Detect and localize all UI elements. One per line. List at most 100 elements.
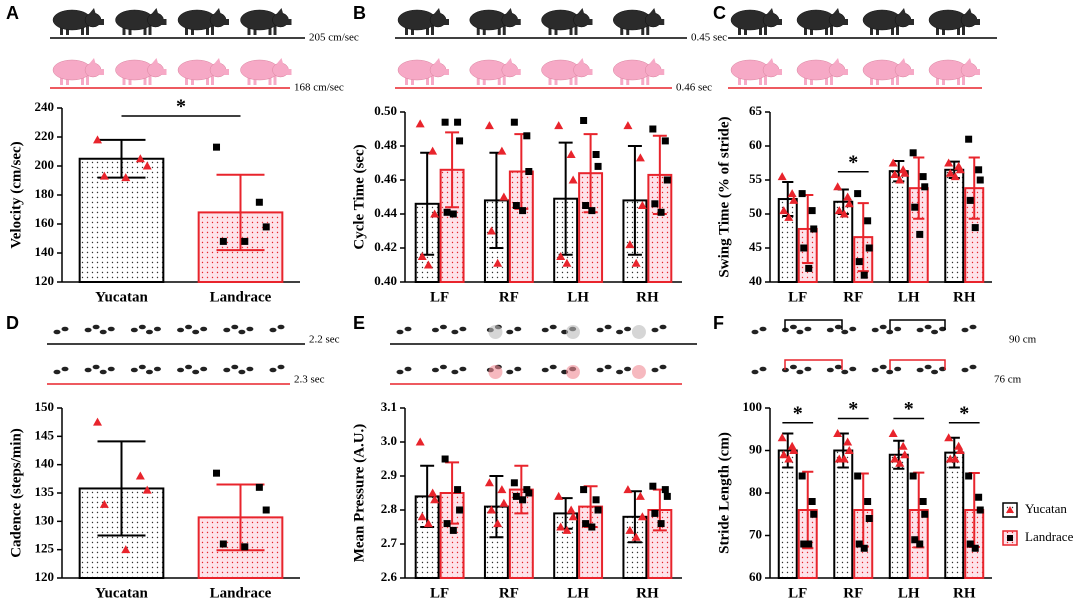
pressure-spot: [631, 365, 646, 379]
panel-label: F: [713, 313, 724, 333]
point-square: [510, 118, 518, 126]
point-triangle: [834, 206, 844, 215]
pig-leg: [830, 24, 833, 35]
pressure-spot: [631, 325, 646, 339]
point-square: [523, 132, 531, 140]
pig-leg: [646, 24, 650, 35]
footprint: [269, 367, 277, 373]
point-triangle: [556, 252, 566, 260]
point-square: [649, 482, 657, 490]
pig-leg: [738, 24, 741, 35]
y-tick-label: 220: [35, 128, 55, 143]
panel-label: E: [353, 313, 365, 333]
point-square: [966, 196, 974, 204]
footprint: [616, 369, 624, 375]
error-bar: [627, 145, 642, 256]
pig-ear: [899, 8, 906, 15]
pig-leg: [569, 24, 573, 35]
point-triangle: [955, 446, 965, 454]
pig-leg: [870, 74, 873, 85]
pig-icon: [115, 8, 167, 35]
point-triangle: [554, 491, 564, 500]
point-triangle: [135, 471, 145, 480]
footprint: [200, 366, 208, 372]
pig-leg: [81, 74, 84, 85]
point-square: [592, 496, 600, 504]
footprint: [604, 364, 612, 370]
point-triangle: [417, 512, 427, 521]
pig-ear: [767, 58, 774, 65]
pig-snout: [843, 69, 848, 75]
point-square: [661, 137, 669, 145]
pig-leg: [497, 74, 501, 85]
pig-leg: [870, 24, 873, 35]
pig-snout: [659, 19, 665, 25]
x-tick-label: RF: [499, 585, 519, 600]
footprint: [751, 369, 759, 375]
point-triangle: [99, 499, 109, 508]
pig-icon: [928, 8, 980, 35]
pig-leg: [476, 24, 480, 35]
pig-leg: [86, 24, 89, 35]
point-triangle: [428, 488, 438, 497]
x-tick-label: LF: [788, 585, 807, 600]
pig-icon: [613, 8, 665, 35]
pig-icon: [397, 8, 449, 35]
point-triangle: [493, 258, 503, 267]
pig-head: [147, 62, 164, 78]
point-square: [976, 506, 984, 514]
point-triangle: [631, 532, 641, 541]
point-triangle: [121, 545, 131, 554]
point-square: [808, 498, 816, 505]
pressure-spot: [565, 325, 580, 339]
header-text: 76 cm: [994, 374, 1022, 386]
point-square: [213, 143, 221, 151]
point-square: [449, 210, 457, 218]
footprint: [916, 327, 924, 333]
footprint: [849, 326, 857, 332]
x-tick-label: LH: [567, 289, 589, 305]
y-tick-label: 240: [35, 99, 55, 114]
point-square: [864, 498, 872, 505]
footprint: [931, 369, 939, 375]
pressure-spot: [565, 365, 580, 379]
point-triangle: [833, 429, 843, 437]
pressure-spot: [488, 365, 503, 379]
pig-head: [272, 62, 289, 78]
footprint: [514, 326, 522, 332]
pig-leg: [81, 24, 84, 35]
pig-leg: [574, 74, 578, 85]
footprint: [886, 369, 894, 375]
y-tick-label: 65: [749, 103, 763, 118]
footprint: [894, 366, 902, 372]
point-square: [441, 455, 449, 463]
footprint: [277, 324, 285, 330]
pig-snout: [975, 19, 980, 25]
point-triangle: [486, 226, 496, 235]
pig-leg: [804, 24, 807, 35]
pig-snout: [99, 19, 104, 25]
footprint: [541, 367, 549, 373]
footprint: [459, 326, 467, 332]
pig-leg: [646, 74, 650, 85]
footprint: [841, 329, 849, 335]
footprint: [192, 369, 200, 375]
point-triangle: [789, 446, 799, 454]
pig-leg: [86, 74, 89, 85]
point-triangle: [566, 505, 576, 514]
pig-icon: [730, 8, 782, 35]
pig-leg: [122, 74, 126, 85]
point-square: [976, 176, 984, 184]
pig-icon: [469, 8, 521, 35]
footprint: [659, 324, 667, 330]
y-tick-label: 2.6: [381, 569, 398, 584]
point-square: [594, 506, 602, 514]
pig-icon: [796, 8, 848, 35]
footprint: [269, 327, 277, 333]
pig-snout: [286, 19, 292, 25]
footprint: [871, 367, 879, 373]
pig-snout: [659, 69, 665, 75]
pig-head: [828, 62, 846, 78]
legend-label: Landrace: [1025, 529, 1074, 544]
point-square: [855, 258, 863, 266]
